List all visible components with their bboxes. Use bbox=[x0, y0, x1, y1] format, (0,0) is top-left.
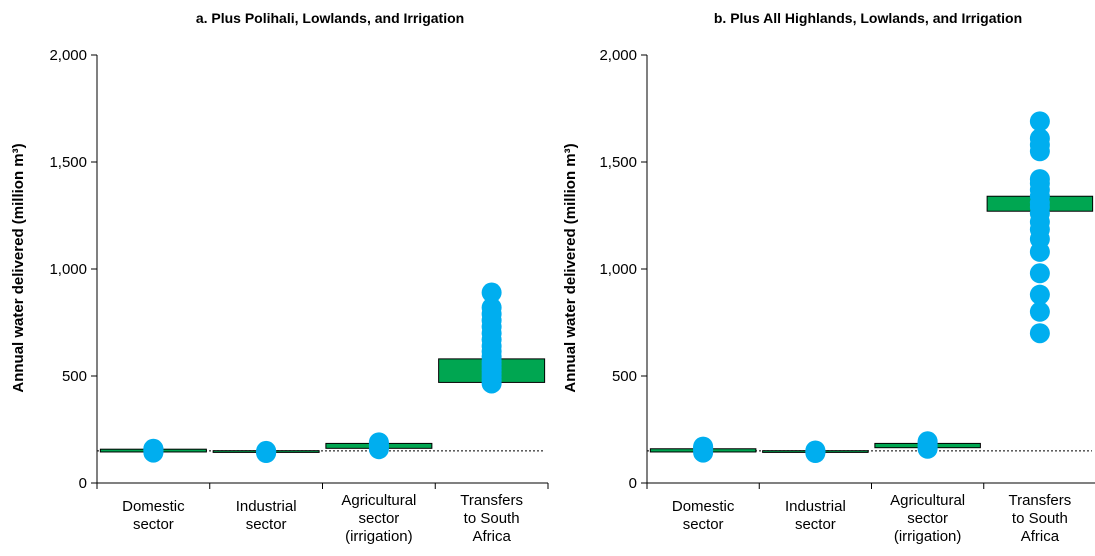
chart-b-y-tick-label: 2,000 bbox=[599, 47, 637, 64]
chart-a-category-label: Agricultural sector (irrigation) bbox=[341, 492, 416, 545]
chart-a-data-point bbox=[481, 297, 502, 318]
chart-b-data-point bbox=[1029, 263, 1050, 284]
chart-a-y-tick-label: 1,500 bbox=[49, 154, 87, 171]
chart-a-data-point bbox=[481, 282, 502, 303]
chart-b-category-label: Agricultural sector (irrigation) bbox=[890, 492, 965, 545]
chart-b-y-axis-label: Annual water delivered (million m³) bbox=[562, 143, 579, 392]
chart-a-y-tick-label: 2,000 bbox=[49, 47, 87, 64]
chart-b-category-label: Transfers to South Africa bbox=[1008, 492, 1071, 545]
chart-a-category-label: Transfers to South Africa bbox=[460, 492, 523, 545]
chart-b-data-point bbox=[693, 436, 714, 457]
chart-b-data-point bbox=[1029, 323, 1050, 344]
chart-a-category-label: Industrial sector bbox=[236, 498, 297, 533]
chart-a-y-axis-label: Annual water delivered (million m³) bbox=[10, 143, 27, 392]
chart-b-category-label: Industrial sector bbox=[785, 498, 846, 533]
chart-b-y-tick-label: 1,000 bbox=[599, 261, 637, 278]
chart-a-y-tick-label: 1,000 bbox=[49, 261, 87, 278]
chart-a-data-point bbox=[368, 432, 389, 453]
chart-a-data-point bbox=[143, 438, 164, 459]
chart-b-y-tick-label: 1,500 bbox=[599, 154, 637, 171]
chart-b-y-tick-label: 0 bbox=[629, 475, 637, 492]
chart-b-data-point bbox=[917, 431, 938, 452]
chart-b-data-point bbox=[1029, 301, 1050, 322]
chart-b-data-point bbox=[1029, 284, 1050, 305]
chart-b-data-point bbox=[1029, 111, 1050, 132]
chart-b-title: b. Plus All Highlands, Lowlands, and Irr… bbox=[714, 10, 1022, 26]
chart-a-data-point bbox=[256, 440, 277, 461]
chart-b-category-label: Domestic sector bbox=[672, 498, 735, 533]
chart-a-category-label: Domestic sector bbox=[122, 498, 185, 533]
chart-b-data-point bbox=[805, 440, 826, 461]
chart-a-title: a. Plus Polihali, Lowlands, and Irrigati… bbox=[196, 10, 464, 26]
chart-b-data-point bbox=[1029, 128, 1050, 149]
chart-b-y-tick-label: 500 bbox=[612, 368, 637, 385]
chart-a-y-tick-label: 0 bbox=[79, 475, 87, 492]
chart-a-y-tick-label: 500 bbox=[62, 368, 87, 385]
chart-b-data-point bbox=[1029, 169, 1050, 190]
